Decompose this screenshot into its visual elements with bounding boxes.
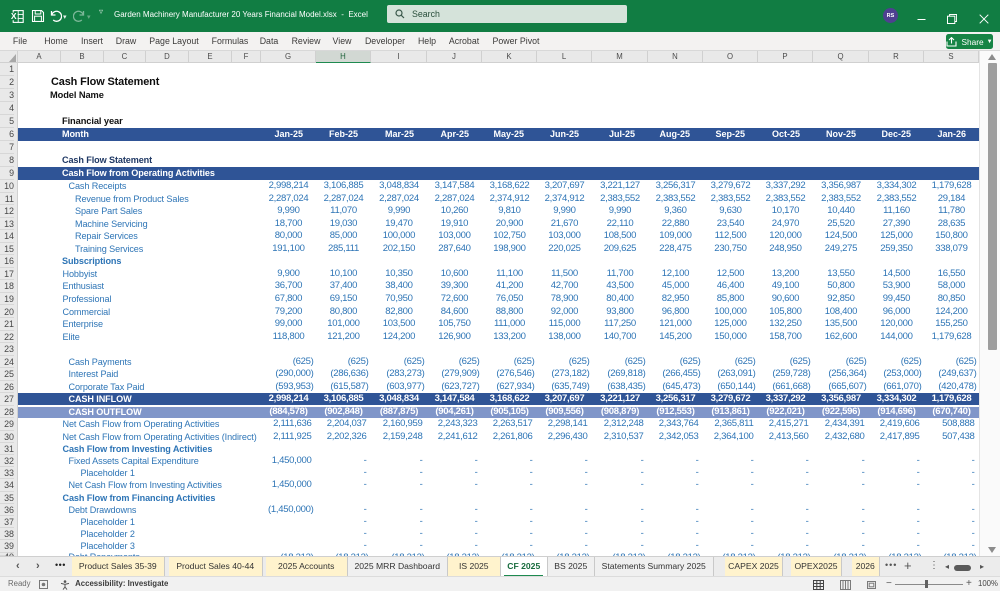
svg-text:X: X [11, 11, 17, 21]
